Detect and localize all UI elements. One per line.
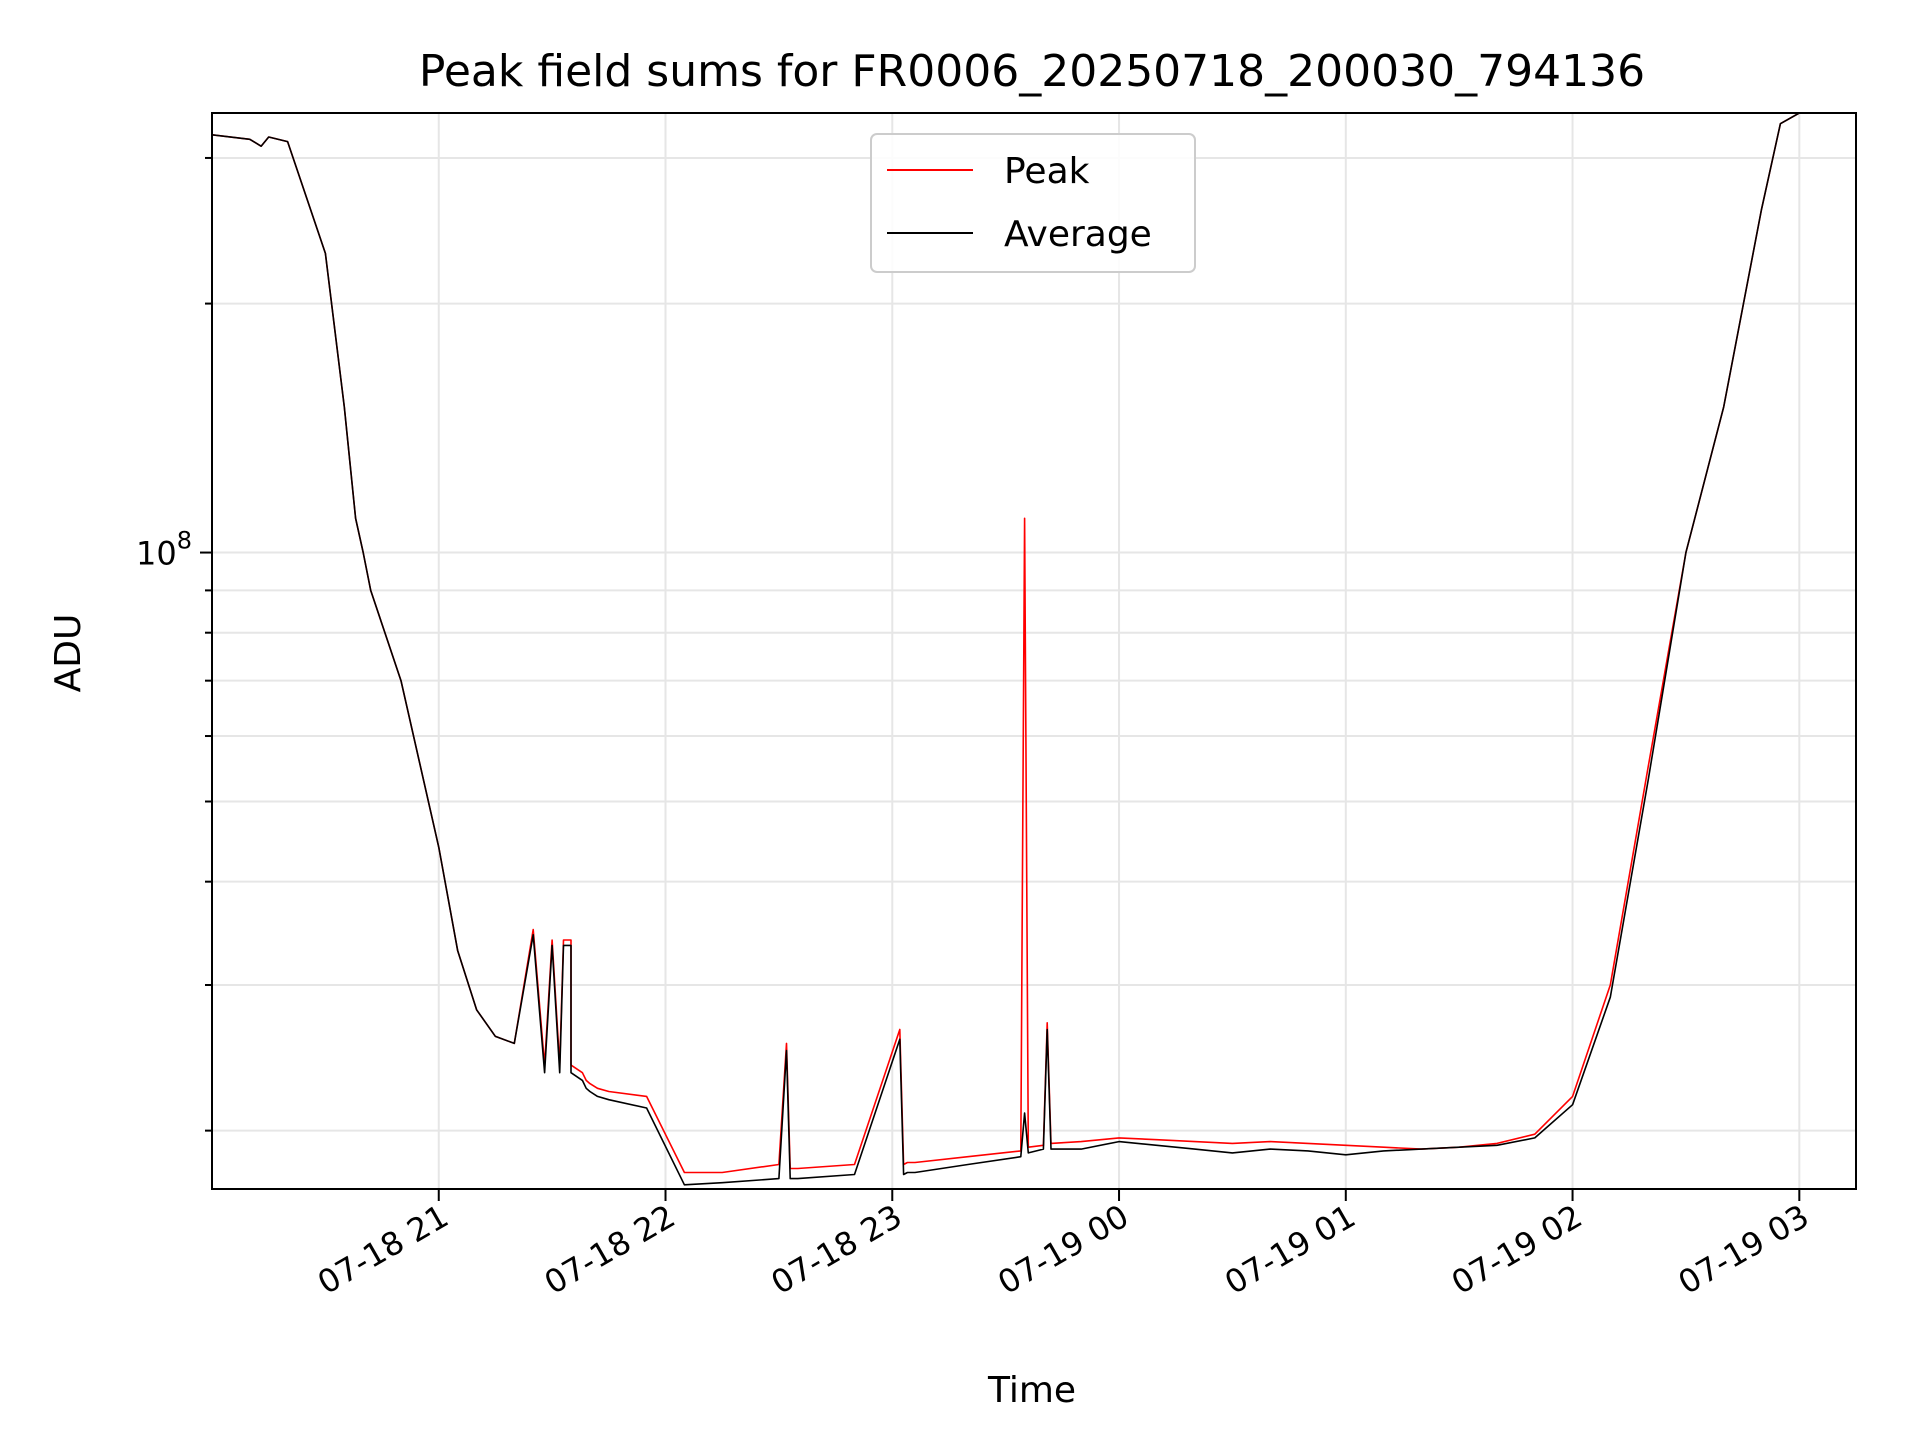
y-axis: 108 [136, 156, 212, 1132]
legend-box [870, 133, 1196, 273]
series-layer [212, 113, 1800, 1186]
series-line-average [212, 113, 1800, 1186]
legend-label-peak: Peak [1004, 151, 1090, 192]
y-tick-label: 108 [136, 527, 192, 573]
legend-label-average: Average [1004, 214, 1152, 255]
y-axis-label: ADU [48, 614, 89, 693]
grid-layer [212, 113, 1856, 1189]
legend: Peak Average [870, 133, 1196, 273]
plot-frame [211, 112, 1857, 1190]
x-axis-label: Time [987, 1370, 1076, 1411]
chart-title: Peak field sums for FR0006_20250718_2000… [419, 46, 1645, 97]
